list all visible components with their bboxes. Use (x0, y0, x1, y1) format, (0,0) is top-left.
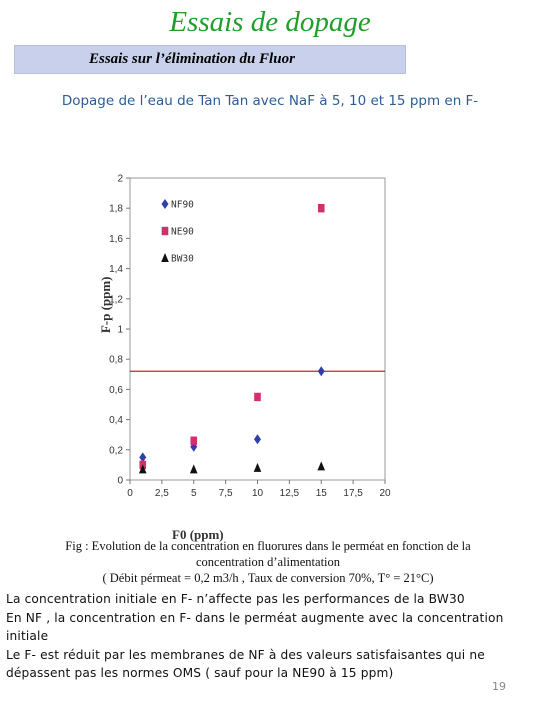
data-point-ne90 (254, 392, 261, 402)
x-tick-label: 7,5 (219, 488, 233, 499)
y-tick-label: 0 (117, 476, 123, 487)
y-tick-label: 1,4 (109, 264, 123, 275)
data-point-bw30 (138, 464, 147, 474)
notes-text: La concentration initiale en F- n’affect… (6, 590, 526, 683)
data-point-nf90 (254, 434, 261, 445)
caption-line-3: ( Débit pérmeat = 0,2 m3/h , Taux de con… (102, 571, 434, 585)
fluoride-scatter-chart: 0 2,5 5 7,5 10 12,5 15 17,5 20 0 0,2 0,4 0,6 0,8 1 1,2 1… (98, 174, 391, 543)
x-axis-title: F0 (ppm) (172, 527, 224, 542)
y-tick-label: 1,6 (109, 234, 123, 245)
x-tick-label: 20 (379, 488, 391, 499)
data-point-bw30 (317, 461, 326, 471)
subtitle-bar: Essais sur l’élimination du Fluor (14, 45, 406, 74)
legend-marker-nf90 (161, 199, 169, 209)
data-point-nf90 (317, 366, 325, 377)
x-tick-label: 12,5 (280, 488, 300, 499)
data-point-nf90 (139, 452, 147, 463)
x-tick-label: 0 (127, 488, 133, 499)
data-point-ne90 (317, 204, 325, 213)
caption-line-2: concentration d’alimentation (195, 555, 341, 569)
x-tick-label: 2,5 (155, 488, 169, 499)
slide-heading: Dopage de l’eau de Tan Tan avec NaF à 5,… (61, 93, 479, 109)
y-tick-label: 0,6 (109, 385, 123, 396)
y-tick-label: 1,2 (109, 294, 123, 305)
note-line: Le F- est réduit par les membranes de NF… (6, 647, 485, 681)
subtitle-text: Essais sur l’élimination du Fluor (89, 51, 295, 67)
y-tick-label: 0,8 (109, 355, 123, 366)
data-point-ne90 (190, 436, 198, 445)
data-point-bw30 (189, 464, 198, 474)
legend-marker-bw30 (161, 253, 169, 262)
legend-label-ne90: NE90 (171, 227, 194, 238)
x-tick-label: 10 (252, 488, 264, 499)
y-tick-label: 1,8 (109, 204, 123, 215)
y-tick-label: 2 (117, 174, 123, 185)
y-tick-label: 0,4 (109, 415, 123, 426)
figure-caption: Fig : Evolution de la concentration en f… (28, 538, 508, 586)
legend-marker-ne90 (161, 226, 169, 236)
y-tick-label: 1 (117, 325, 123, 336)
x-tick-label: 15 (316, 488, 328, 499)
note-line: En NF , la concentration en F- dans le p… (6, 610, 504, 644)
y-axis-title: F-p (ppm) (98, 276, 113, 333)
x-tick-label: 17,5 (343, 488, 363, 499)
y-tick-label: 0,2 (109, 445, 123, 456)
legend-label-nf90: NF90 (171, 200, 194, 211)
data-point-bw30 (253, 462, 262, 472)
legend-label-bw30: BW30 (171, 254, 194, 265)
note-line: La concentration initiale en F- n’affect… (6, 592, 465, 606)
slide-title: Essais de dopage (169, 6, 371, 38)
page-number: 19 (492, 680, 506, 693)
caption-line-1: Fig : Evolution de la concentration en f… (65, 539, 471, 553)
x-tick-label: 5 (191, 488, 197, 499)
